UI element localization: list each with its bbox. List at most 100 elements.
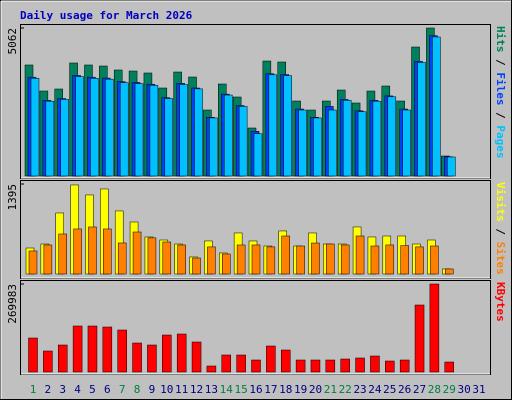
x-tick-label: 4 bbox=[74, 383, 81, 396]
bar bbox=[177, 244, 186, 275]
x-tick-label: 29 bbox=[443, 383, 456, 396]
bar bbox=[117, 242, 127, 275]
bar bbox=[251, 359, 261, 373]
bar bbox=[385, 244, 395, 275]
x-tick-label: 25 bbox=[383, 383, 396, 396]
bar bbox=[88, 226, 97, 275]
x-tick-label: 18 bbox=[279, 383, 292, 396]
y-tick-label: 5062 bbox=[6, 28, 19, 55]
x-tick-label: 1 bbox=[30, 383, 37, 396]
x-tick-label: 10 bbox=[160, 383, 173, 396]
bar bbox=[445, 268, 454, 275]
bar bbox=[58, 233, 67, 275]
bar bbox=[310, 359, 321, 373]
bar bbox=[266, 345, 276, 373]
bar bbox=[57, 344, 68, 373]
bar bbox=[30, 78, 40, 177]
bar bbox=[415, 246, 424, 275]
x-tick-label: 24 bbox=[368, 383, 382, 396]
x-tick-label: 22 bbox=[339, 383, 352, 396]
bar bbox=[430, 245, 439, 275]
legend-entry: KBytes bbox=[494, 282, 507, 322]
bar bbox=[266, 246, 276, 275]
legend: Visits / Sites bbox=[494, 182, 507, 275]
bar bbox=[192, 257, 201, 275]
x-tick-label: 2 bbox=[45, 383, 52, 396]
bar bbox=[429, 283, 440, 373]
bar bbox=[313, 117, 322, 177]
bar bbox=[253, 133, 263, 177]
bar bbox=[372, 100, 382, 177]
bar bbox=[87, 325, 98, 373]
bar bbox=[162, 241, 172, 275]
bar bbox=[328, 109, 337, 177]
legend: KBytes bbox=[494, 282, 507, 322]
bar bbox=[251, 244, 261, 275]
legend-separator: / bbox=[494, 222, 507, 242]
legend-entry: Visits bbox=[494, 182, 507, 222]
x-tick-label: 31 bbox=[472, 383, 485, 396]
bar bbox=[43, 244, 53, 275]
bar bbox=[75, 76, 84, 177]
chart-title: Daily usage for March 2026 bbox=[20, 9, 193, 22]
bar bbox=[179, 84, 188, 177]
legend-entry: Hits bbox=[494, 26, 507, 53]
bar bbox=[28, 337, 38, 373]
x-tick-label: 16 bbox=[249, 383, 262, 396]
bar bbox=[221, 354, 232, 373]
x-tick-label: 15 bbox=[235, 383, 248, 396]
bar bbox=[280, 349, 291, 373]
bar bbox=[194, 88, 203, 177]
bar bbox=[224, 94, 233, 177]
bar bbox=[402, 109, 411, 177]
bar bbox=[117, 329, 127, 373]
bar bbox=[236, 244, 246, 275]
bar bbox=[222, 253, 231, 275]
legend: Hits / Files / Pages bbox=[494, 26, 507, 159]
bar bbox=[45, 100, 55, 177]
bar bbox=[72, 325, 83, 373]
bar bbox=[73, 228, 82, 275]
bar bbox=[90, 78, 99, 177]
legend-separator: / bbox=[494, 53, 507, 73]
y-tick-label: 1395 bbox=[6, 184, 19, 211]
x-tick-label: 6 bbox=[104, 383, 111, 396]
bar bbox=[207, 246, 216, 275]
x-tick-label: 28 bbox=[428, 383, 441, 396]
bar bbox=[342, 100, 352, 177]
bar bbox=[417, 62, 426, 177]
bar bbox=[164, 98, 174, 177]
bar bbox=[340, 244, 350, 275]
x-tick-label: 13 bbox=[205, 383, 218, 396]
bar bbox=[134, 83, 144, 177]
legend-separator: / bbox=[494, 106, 507, 126]
y-tick-label: 269983 bbox=[6, 284, 19, 324]
bar bbox=[370, 355, 380, 373]
bar bbox=[340, 358, 350, 373]
bar bbox=[119, 82, 129, 177]
bar bbox=[191, 341, 202, 373]
x-tick-label: 21 bbox=[324, 383, 337, 396]
bar bbox=[355, 235, 365, 275]
x-tick-label: 30 bbox=[458, 383, 471, 396]
bar bbox=[162, 334, 172, 373]
bar bbox=[147, 237, 157, 275]
bar bbox=[105, 78, 114, 177]
bar bbox=[326, 243, 335, 275]
bar bbox=[387, 96, 397, 177]
bar bbox=[283, 75, 292, 177]
x-tick-label: 9 bbox=[149, 383, 156, 396]
bar bbox=[60, 99, 69, 177]
legend-entry: Pages bbox=[494, 125, 507, 158]
bar bbox=[399, 359, 410, 373]
bar bbox=[447, 156, 456, 177]
bar bbox=[296, 245, 305, 275]
x-tick-label: 11 bbox=[175, 383, 188, 396]
bar bbox=[400, 245, 409, 275]
bar bbox=[444, 361, 455, 373]
bar bbox=[311, 242, 320, 275]
bar bbox=[281, 235, 290, 275]
bar bbox=[149, 85, 159, 177]
bar bbox=[206, 365, 217, 373]
bar bbox=[43, 350, 53, 373]
